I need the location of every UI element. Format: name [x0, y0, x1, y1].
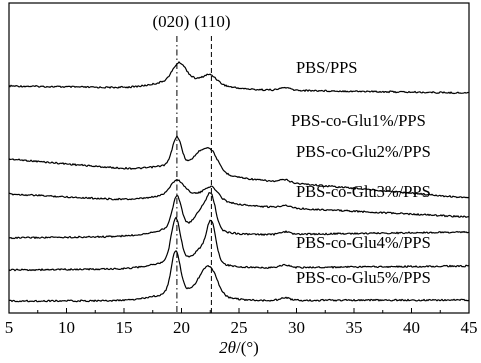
series-labels: PBS/PPS PBS-co-Glu1%/PPS PBS-co-Glu2%/PPS P…: [291, 58, 431, 287]
x-tick-label: 20: [173, 318, 190, 337]
x-axis-ticks: 5 10 15 20 25 30 35 40 45: [5, 308, 478, 337]
reference-lines: (020) (110): [152, 12, 231, 313]
x-tick-label: 45: [461, 318, 478, 337]
x-tick-label: 25: [231, 318, 248, 337]
x-tick-label: 10: [58, 318, 75, 337]
x-tick-label: 5: [5, 318, 14, 337]
x-tick-label: 30: [288, 318, 305, 337]
series-curve-4: [8, 135, 470, 199]
peak-label-1: (110): [194, 12, 230, 31]
series-label-4: PBS-co-Glu1%/PPS: [291, 111, 426, 130]
series-label-5: PBS/PPS: [296, 58, 357, 77]
series-curve-1: [8, 216, 470, 272]
series-curve-3: [8, 178, 470, 218]
x-axis-label-symbol: 2θ: [219, 338, 236, 357]
series-label-2: PBS-co-Glu3%/PPS: [296, 182, 431, 201]
x-tick-label: 35: [346, 318, 363, 337]
series-curve-5: [8, 61, 470, 95]
series-curve-0: [8, 250, 470, 303]
x-tick-label: 15: [116, 318, 133, 337]
series-label-0: PBS-co-Glu5%/PPS: [296, 268, 431, 287]
series-curves: [8, 61, 470, 303]
peak-label-0: (020): [152, 12, 189, 31]
x-tick-label: 40: [403, 318, 420, 337]
series-label-3: PBS-co-Glu2%/PPS: [296, 142, 431, 161]
x-axis-label-unit: /(°): [236, 338, 259, 357]
series-curve-2: [8, 192, 470, 240]
x-axis-label: 2θ/(°): [219, 338, 259, 357]
series-label-1: PBS-co-Glu4%/PPS: [296, 233, 431, 252]
